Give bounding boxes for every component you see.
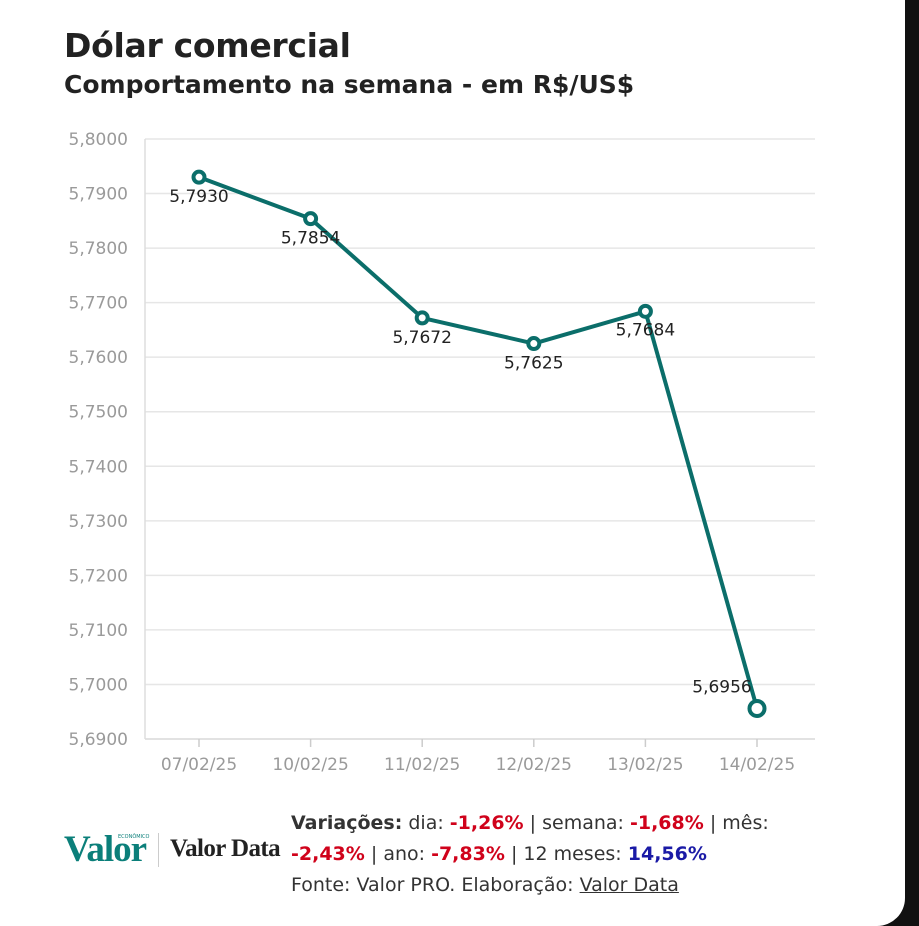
semana-label: semana:	[542, 812, 624, 834]
dia-label: dia:	[408, 812, 444, 834]
y-tick-label: 5,7300	[69, 512, 128, 532]
meses12-label: 12 meses:	[523, 843, 622, 865]
data-point	[303, 211, 319, 227]
meses12-value: 14,56%	[627, 843, 707, 865]
source-text: Fonte: Valor PRO. Elaboração:	[291, 874, 574, 896]
data-label: 5,7930	[169, 187, 228, 207]
variations-line: Variações: dia: -1,26% | semana: -1,68% …	[291, 808, 811, 870]
variations-footer: Variações: dia: -1,26% | semana: -1,68% …	[291, 808, 811, 901]
x-tick-label: 13/02/25	[607, 755, 683, 775]
y-tick-label: 5,8000	[69, 130, 128, 150]
separator: |	[709, 812, 717, 834]
ano-value: -7,83%	[431, 843, 505, 865]
ano-label: ano:	[383, 843, 426, 865]
x-tick-label: 12/02/25	[496, 755, 572, 775]
x-tick-label: 11/02/25	[384, 755, 460, 775]
valor-logo: Valor	[64, 829, 147, 870]
data-point	[414, 310, 430, 326]
data-label: 5,7854	[281, 229, 340, 249]
x-tick-label: 10/02/25	[272, 755, 348, 775]
data-point	[191, 169, 207, 185]
x-tick-label: 07/02/25	[161, 755, 237, 775]
data-label: 5,7625	[504, 354, 563, 374]
y-tick-label: 5,7500	[69, 403, 128, 423]
line-chart: 5,8000 5,7900 5,7800 5,7700 5,7600 5,7500 5,74…	[69, 130, 815, 775]
data-label: 5,7672	[392, 328, 451, 348]
separator: |	[529, 812, 537, 834]
source-line: Fonte: Valor PRO. Elaboração: Valor Data	[291, 870, 811, 901]
variations-label: Variações:	[291, 812, 403, 834]
chart-subtitle: Comportamento na semana - em R$/US$	[64, 70, 635, 99]
y-tick-label: 5,7900	[69, 185, 128, 205]
y-tick-label: 5,7200	[69, 566, 128, 586]
data-point	[747, 698, 767, 718]
chart-title: Dólar comercial	[64, 26, 351, 65]
y-tick-label: 5,6900	[69, 730, 128, 750]
valor-data-logo: Valor Data	[170, 835, 281, 862]
mes-value: -2,43%	[291, 843, 365, 865]
valor-logo-small-text: ECONÔMICO	[118, 834, 150, 840]
x-tick-label: 14/02/25	[719, 755, 795, 775]
semana-value: -1,68%	[629, 812, 704, 834]
y-tick-label: 5,7800	[69, 239, 128, 259]
data-label: 5,6956	[692, 677, 751, 697]
data-point	[637, 303, 653, 319]
logo-divider	[158, 833, 159, 867]
y-tick-label: 5,7700	[69, 294, 128, 314]
y-tick-label: 5,7100	[69, 621, 128, 641]
separator: |	[370, 843, 378, 865]
y-tick-label: 5,7400	[69, 457, 128, 477]
series-line	[197, 175, 759, 711]
data-point	[526, 336, 542, 352]
separator: |	[510, 843, 518, 865]
mes-label: mês:	[722, 812, 769, 834]
data-label: 5,7684	[616, 320, 675, 340]
source-link[interactable]: Valor Data	[579, 874, 679, 896]
y-tick-label: 5,7000	[69, 675, 128, 695]
y-tick-label: 5,7600	[69, 348, 128, 368]
dia-value: -1,26%	[449, 812, 524, 834]
